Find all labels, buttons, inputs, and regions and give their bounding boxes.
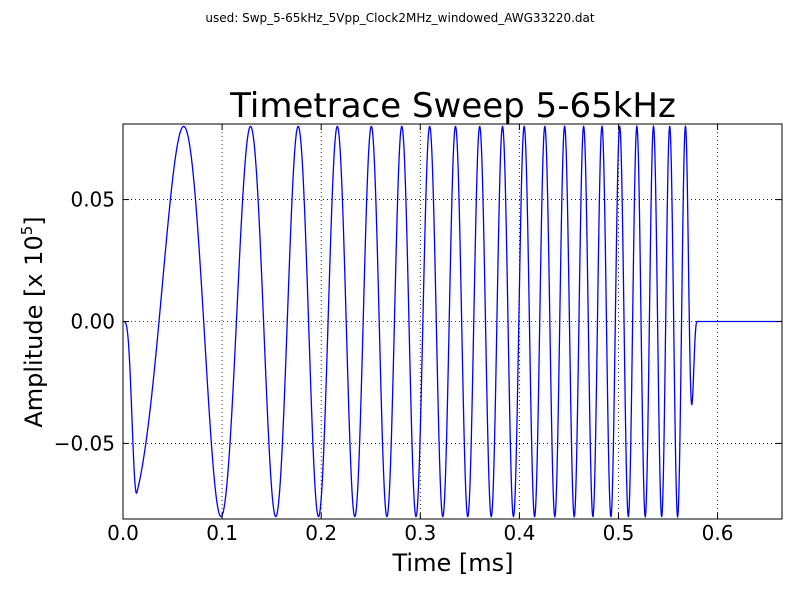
axis-ticks — [122, 124, 782, 519]
amplitude-trace-line — [123, 124, 782, 519]
y-axis-label-main: Amplitude [x 10 — [20, 235, 48, 427]
y-tick-label: −0.05 — [54, 431, 115, 455]
x-tick-label: 0.0 — [107, 521, 139, 545]
figure-suptitle: used: Swp_5-65kHz_5Vpp_Clock2MHz_windowe… — [205, 11, 594, 25]
y-tick-label: 0.05 — [70, 188, 115, 212]
y-axis-label-close: ] — [20, 216, 48, 225]
x-tick-label: 0.4 — [503, 521, 535, 545]
tick-labels: 0.0 0.1 0.2 0.3 0.4 0.5 0.6 −0.05 0.00 0.05 — [54, 188, 734, 545]
x-tick-label: 0.5 — [603, 521, 635, 545]
chart-title: Timetrace Sweep 5-65kHz — [229, 86, 676, 126]
x-tick-label: 0.3 — [404, 521, 436, 545]
x-tick-label: 0.1 — [206, 521, 238, 545]
y-tick-label: 0.00 — [70, 310, 115, 334]
x-axis-label: Time [ms] — [392, 549, 514, 577]
plot-area — [123, 124, 782, 519]
x-tick-label: 0.2 — [305, 521, 337, 545]
y-axis-label-exponent: 5 — [18, 226, 36, 236]
y-axis-label: Amplitude [x 105] — [18, 216, 48, 427]
x-tick-label: 0.6 — [702, 521, 734, 545]
